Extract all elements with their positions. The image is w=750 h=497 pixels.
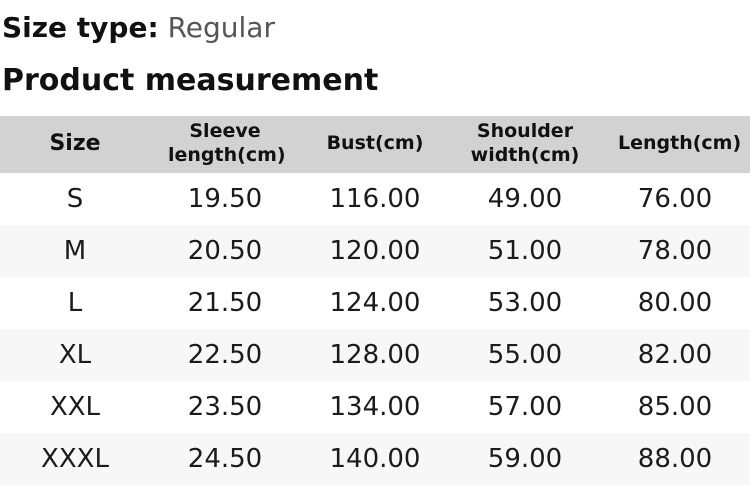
measurement-cell: 51.00 [450, 224, 600, 277]
measurement-cell: 120.00 [300, 224, 450, 277]
size-cell: XXL [0, 380, 150, 433]
header-row: Size Sleeve length(cm) Bust(cm) Shoulder wi… [0, 115, 750, 173]
size-cell: M [0, 224, 150, 277]
column-header-4: Length(cm) [600, 115, 750, 173]
column-header-3: Shoulder width(cm) [450, 115, 600, 173]
measurement-cell: 124.00 [300, 276, 450, 329]
measurement-cell: 53.00 [450, 276, 600, 329]
measurement-cell: 78.00 [600, 224, 750, 277]
size-cell: S [0, 172, 150, 225]
table-row-xxxl: XXXL 24.50 140.00 59.00 88.00 [0, 432, 750, 485]
column-header-0: Size [0, 115, 150, 173]
measurement-cell: 59.00 [450, 432, 600, 485]
table-row-m: M 20.50 120.00 51.00 78.00 [0, 224, 750, 277]
measurement-table: Size Sleeve length(cm) Bust(cm) Shoulder wi… [0, 115, 750, 485]
size-type-label: Size type: [2, 11, 159, 44]
measurement-cell: 20.50 [150, 224, 300, 277]
measurement-cell: 85.00 [600, 380, 750, 433]
measurement-cell: 140.00 [300, 432, 450, 485]
table-row-s: S 19.50 116.00 49.00 76.00 [0, 172, 750, 225]
measurement-cell: 80.00 [600, 276, 750, 329]
measurement-cell: 128.00 [300, 328, 450, 381]
measurement-cell: 23.50 [150, 380, 300, 433]
table-row-l: L 21.50 124.00 53.00 80.00 [0, 276, 750, 329]
size-cell: L [0, 276, 150, 329]
measurement-cell: 21.50 [150, 276, 300, 329]
size-type-value: Regular [167, 11, 275, 44]
measurement-cell: 88.00 [600, 432, 750, 485]
measurement-cell: 76.00 [600, 172, 750, 225]
measurement-cell: 134.00 [300, 380, 450, 433]
measurement-cell: 55.00 [450, 328, 600, 381]
table-row-xl: XL 22.50 128.00 55.00 82.00 [0, 328, 750, 381]
measurement-cell: 19.50 [150, 172, 300, 225]
table-row-xxl: XXL 23.50 134.00 57.00 85.00 [0, 380, 750, 433]
measurement-cell: 24.50 [150, 432, 300, 485]
size-cell: XXXL [0, 432, 150, 485]
column-header-2: Bust(cm) [300, 115, 450, 173]
size-cell: XL [0, 328, 150, 381]
measurement-cell: 116.00 [300, 172, 450, 225]
column-header-1: Sleeve length(cm) [150, 115, 300, 173]
product-measurement-title: Product measurement [2, 62, 379, 98]
size-type-row: Size type: Regular [2, 11, 750, 45]
measurement-table-body: S 19.50 116.00 49.00 76.00 M 20.50 120.00 51.00 7… [0, 172, 750, 485]
measurement-cell: 57.00 [450, 380, 600, 433]
measurement-cell: 22.50 [150, 328, 300, 381]
measurement-cell: 49.00 [450, 172, 600, 225]
measurement-cell: 82.00 [600, 328, 750, 381]
measurement-table-header: Size Sleeve length(cm) Bust(cm) Shoulder wi… [0, 115, 750, 173]
